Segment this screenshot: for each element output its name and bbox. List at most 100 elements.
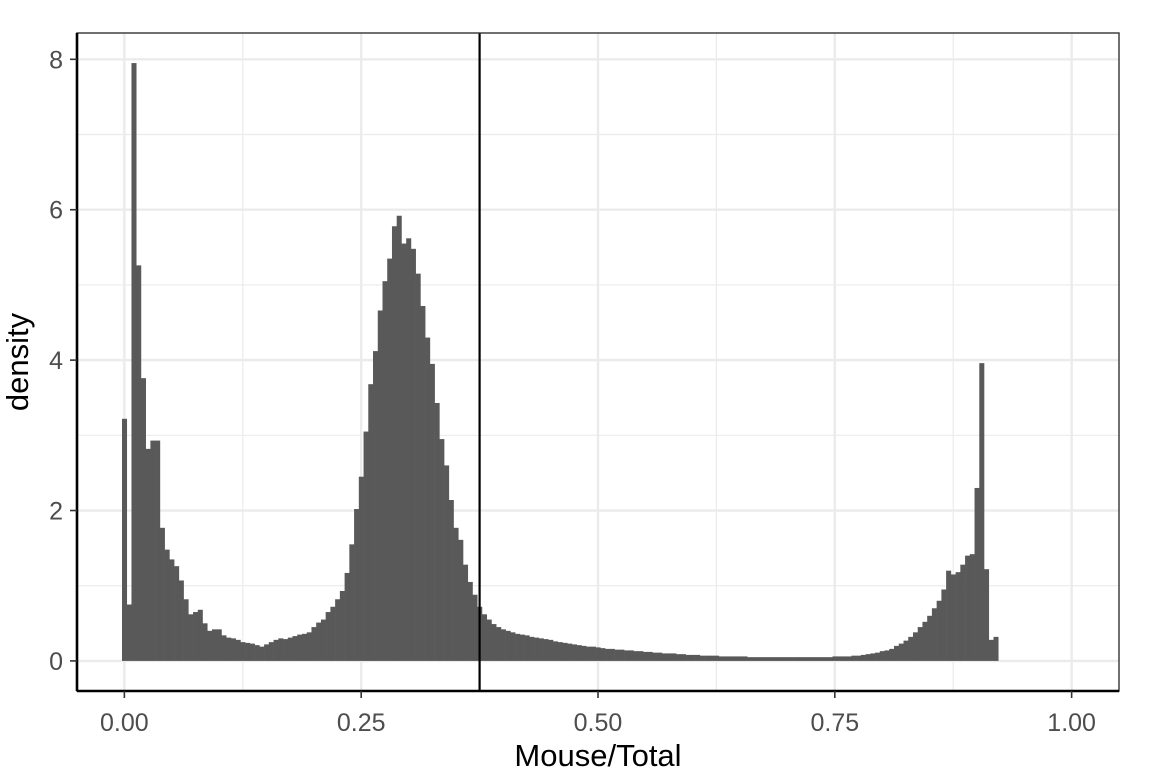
histogram-bar-33 — [278, 638, 284, 661]
histogram-bar-119 — [685, 654, 691, 661]
histogram-bar-18 — [207, 630, 213, 661]
histogram-bar-59 — [401, 243, 407, 661]
y-tick-label-3: 6 — [49, 197, 63, 225]
y-tick-label-1: 2 — [49, 498, 63, 526]
histogram-bar-23 — [230, 638, 236, 661]
histogram-bar-85 — [524, 635, 530, 661]
histogram-bar-94 — [567, 643, 573, 661]
histogram-bar-80 — [500, 629, 506, 661]
x-tick-label-1: 0.25 — [337, 709, 386, 737]
histogram-bar-8 — [159, 527, 165, 661]
histogram-bar-120 — [690, 654, 696, 661]
histogram-bar-162 — [889, 648, 895, 661]
histogram-bar-122 — [699, 655, 705, 661]
histogram-bar-86 — [529, 636, 535, 661]
histogram-bar-183 — [988, 639, 994, 661]
histogram-bar-57 — [391, 226, 398, 661]
histogram-bar-87 — [534, 637, 540, 661]
histogram-bar-142 — [794, 657, 800, 661]
histogram-bar-105 — [619, 649, 625, 661]
histogram-bar-108 — [633, 651, 639, 661]
histogram-bar-177 — [960, 564, 966, 661]
histogram-bar-36 — [292, 636, 298, 661]
histogram-bar-29 — [259, 646, 265, 661]
histogram-bar-130 — [737, 656, 743, 661]
histogram-bar-114 — [661, 653, 667, 661]
histogram-bar-90 — [548, 639, 554, 661]
histogram-bar-104 — [614, 649, 620, 661]
histogram-bar-13 — [183, 599, 189, 661]
histogram-bar-64 — [425, 337, 431, 661]
histogram-bar-157 — [865, 654, 871, 661]
histogram-bar-148 — [822, 657, 829, 661]
histogram-bar-12 — [178, 580, 184, 661]
histogram-bar-111 — [647, 651, 653, 661]
histogram-bar-133 — [751, 657, 757, 661]
x-axis-ticks: 0.00 0.25 0.50 0.75 1.00 — [100, 691, 1096, 737]
histogram-bar-10 — [169, 559, 175, 661]
histogram-bar-160 — [879, 651, 885, 661]
histogram-bar-6 — [150, 440, 156, 661]
histogram-bar-65 — [429, 363, 435, 661]
histogram-bar-68 — [444, 465, 450, 661]
histogram-bar-47 — [344, 572, 350, 661]
histogram-bar-82 — [510, 632, 516, 661]
histogram-bar-129 — [732, 656, 739, 661]
histogram-bar-112 — [652, 652, 658, 661]
histogram-bar-35 — [287, 637, 293, 661]
histogram-bar-15 — [193, 612, 199, 661]
histogram-bar-178 — [965, 555, 971, 661]
histogram-bar-165 — [903, 640, 909, 661]
x-tick-label-3: 0.75 — [810, 709, 859, 737]
histogram-bar-127 — [723, 656, 729, 661]
histogram-bar-167 — [912, 632, 919, 661]
histogram-bar-95 — [571, 644, 577, 661]
histogram-bar-164 — [898, 643, 904, 661]
histogram-bar-116 — [671, 653, 677, 661]
y-axis-title: density — [0, 312, 35, 411]
histogram-bar-79 — [496, 627, 502, 661]
histogram-bar-17 — [202, 623, 208, 661]
histogram-bar-61 — [410, 248, 416, 661]
histogram-bar-138 — [775, 657, 781, 661]
histogram-bar-14 — [188, 614, 194, 661]
histogram-bar-149 — [827, 657, 833, 661]
histogram-bar-50 — [358, 476, 364, 661]
x-tick-label-2: 0.50 — [574, 709, 623, 737]
histogram-bar-74 — [472, 594, 478, 661]
histogram-bar-76 — [481, 614, 487, 661]
histogram-bar-135 — [761, 657, 767, 661]
histogram-bar-51 — [363, 431, 369, 661]
histogram-bar-118 — [680, 654, 686, 661]
histogram-bar-26 — [245, 642, 251, 661]
histogram-bar-28 — [254, 645, 260, 661]
histogram-bar-141 — [789, 657, 795, 661]
histogram-bar-169 — [922, 621, 928, 661]
histogram-bar-150 — [832, 656, 838, 661]
histogram-bar-96 — [576, 645, 582, 661]
histogram-bar-3 — [136, 265, 142, 661]
histogram-bar-58 — [396, 215, 402, 661]
histogram-bar-109 — [638, 651, 644, 661]
histogram-bar-63 — [420, 305, 426, 661]
histogram-bar-124 — [709, 655, 715, 661]
histogram-bar-38 — [301, 633, 308, 661]
histogram-bar-99 — [590, 646, 596, 661]
histogram-bar-115 — [666, 653, 672, 661]
histogram-bar-101 — [600, 648, 606, 661]
histogram-bar-70 — [453, 527, 459, 661]
histogram-bar-84 — [519, 634, 525, 661]
histogram-bar-175 — [950, 574, 956, 661]
histogram-bar-173 — [941, 589, 947, 661]
histogram-bar-103 — [609, 648, 615, 661]
histogram-bar-62 — [415, 273, 421, 661]
histogram-bar-182 — [984, 569, 990, 661]
y-tick-label-2: 4 — [49, 347, 63, 375]
histogram-bar-32 — [273, 639, 279, 661]
histogram-bar-159 — [875, 652, 881, 661]
histogram-bar-137 — [770, 657, 776, 661]
histogram-bars — [122, 63, 999, 661]
histogram-bar-88 — [538, 638, 544, 661]
histogram-bar-158 — [870, 653, 876, 661]
